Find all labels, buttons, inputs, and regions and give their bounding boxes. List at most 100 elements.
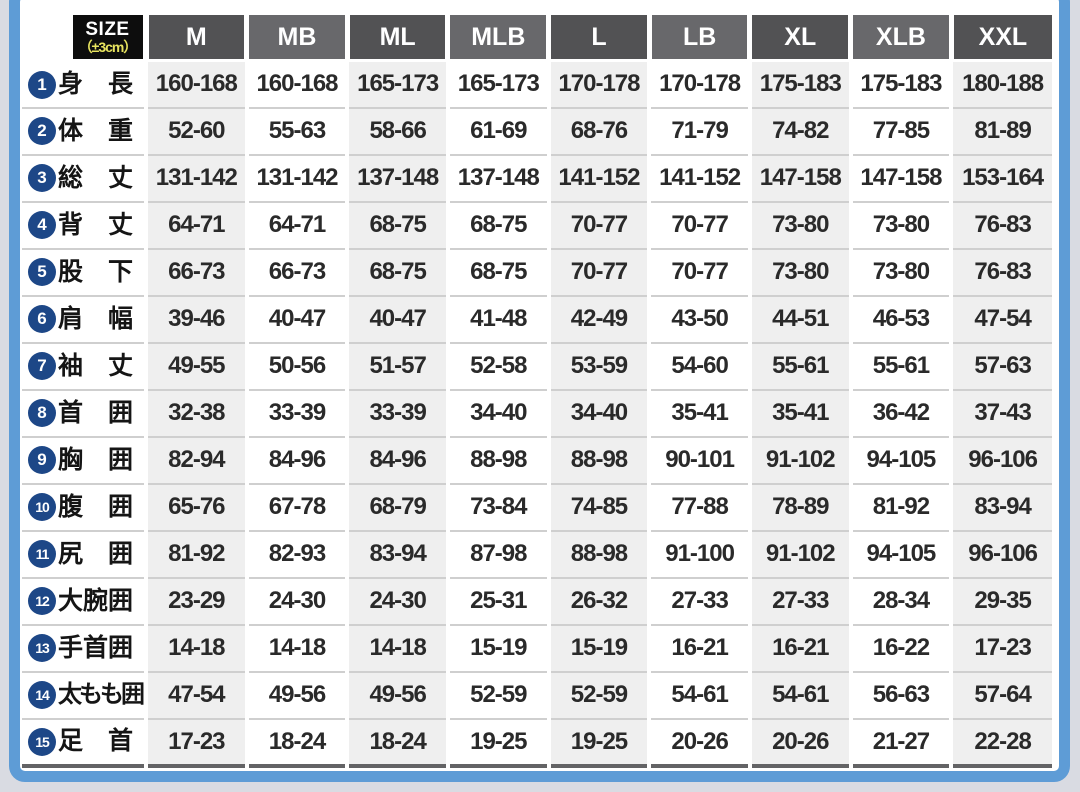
row-number-badge: 14	[28, 681, 56, 710]
size-value-cell: 15-19	[546, 623, 650, 672]
size-value-cell: 46-53	[848, 294, 952, 343]
header-row: SIZE （±3cm） M MB ML MLB L LB XL XLB XXL	[22, 15, 1052, 62]
size-value-cell: 27-33	[747, 576, 851, 625]
size-value-cell: 40-47	[345, 294, 448, 343]
column-header-mlb: MLB	[445, 15, 549, 62]
size-value-cell: 71-79	[647, 106, 750, 155]
row-label: 股 下	[58, 257, 134, 286]
size-value-cell: 91-102	[747, 529, 851, 578]
row-label: 背 丈	[58, 210, 134, 239]
size-value-cell: 160-168	[244, 60, 348, 108]
size-value-cell: 87-98	[445, 529, 549, 578]
size-value-cell: 51-57	[345, 341, 448, 390]
row-number-badge: 4	[28, 211, 56, 240]
size-value-cell: 34-40	[546, 388, 650, 437]
row-number-badge: 13	[28, 634, 56, 663]
size-value-cell: 76-83	[949, 200, 1052, 249]
row-number-badge: 12	[28, 587, 56, 616]
row-label: 体 重	[58, 116, 134, 145]
column-header-lb: LB	[646, 15, 750, 62]
row-number-badge: 10	[28, 493, 56, 522]
size-value-cell: 78-89	[747, 482, 851, 531]
size-value-cell: 17-23	[144, 717, 247, 766]
row-label-cell: 15 足 首	[22, 717, 146, 766]
row-label-cell: 11 尻 囲	[22, 529, 146, 578]
row-number-badge: 2	[28, 117, 56, 146]
size-value-cell: 33-39	[345, 388, 448, 437]
size-value-cell: 74-85	[546, 482, 650, 531]
size-value-cell: 54-61	[647, 670, 750, 719]
column-header-xl: XL	[747, 15, 851, 62]
size-value-cell: 66-73	[244, 247, 348, 296]
size-value-cell: 88-98	[546, 529, 650, 578]
size-value-cell: 81-92	[848, 482, 952, 531]
size-value-cell: 160-168	[144, 60, 247, 108]
table-row-13: 13 手首囲 14-18 14-18 14-18 15-19 15-19 16-21 16-21…	[22, 623, 1052, 672]
size-value-cell: 137-148	[445, 153, 549, 202]
size-value-cell: 96-106	[949, 435, 1052, 484]
size-value-cell: 77-85	[848, 106, 952, 155]
row-label: 胸 囲	[58, 445, 134, 474]
size-value-cell: 15-19	[445, 623, 549, 672]
size-value-cell: 82-94	[144, 435, 247, 484]
size-value-cell: 170-178	[647, 60, 750, 108]
size-value-cell: 25-31	[445, 576, 549, 625]
size-value-cell: 49-55	[144, 341, 247, 390]
column-header-xlb: XLB	[848, 15, 952, 62]
row-number-badge: 6	[28, 305, 56, 334]
row-number-badge: 9	[28, 446, 56, 475]
size-value-cell: 165-173	[345, 60, 448, 108]
size-value-cell: 64-71	[144, 200, 247, 249]
size-value-cell: 81-89	[949, 106, 1052, 155]
size-value-cell: 23-29	[144, 576, 247, 625]
size-value-cell: 20-26	[747, 717, 851, 766]
row-label: 身 長	[58, 70, 134, 99]
row-number-badge: 7	[28, 352, 56, 381]
size-value-cell: 17-23	[949, 623, 1052, 672]
size-value-cell: 22-28	[949, 717, 1052, 766]
size-value-cell: 18-24	[345, 717, 448, 766]
size-value-cell: 68-76	[546, 106, 650, 155]
size-value-cell: 88-98	[546, 435, 650, 484]
size-value-cell: 14-18	[144, 623, 247, 672]
size-value-cell: 55-63	[244, 106, 348, 155]
size-value-cell: 175-183	[848, 60, 952, 108]
column-header-mb: MB	[244, 15, 348, 62]
size-value-cell: 70-77	[647, 200, 750, 249]
row-number-badge: 15	[28, 727, 56, 756]
size-value-cell: 35-41	[647, 388, 750, 437]
size-value-cell: 141-152	[546, 153, 650, 202]
size-value-cell: 14-18	[345, 623, 448, 672]
size-value-cell: 52-60	[144, 106, 247, 155]
size-value-cell: 137-148	[345, 153, 448, 202]
size-value-cell: 66-73	[144, 247, 247, 296]
row-label: 手首囲	[58, 633, 134, 662]
size-value-cell: 49-56	[244, 670, 348, 719]
table-row-15: 15 足 首 17-23 18-24 18-24 19-25 19-25 20-26 20-26…	[22, 717, 1052, 766]
size-value-cell: 73-80	[747, 200, 851, 249]
size-value-cell: 19-25	[546, 717, 650, 766]
size-value-cell: 73-80	[747, 247, 851, 296]
size-value-cell: 27-33	[647, 576, 750, 625]
size-value-cell: 70-77	[546, 200, 650, 249]
table-row-12: 12 大腕囲 23-29 24-30 24-30 25-31 26-32 27-33 27-33…	[22, 576, 1052, 625]
size-value-cell: 83-94	[949, 482, 1052, 531]
row-label-cell: 10 腹 囲	[22, 482, 146, 531]
size-value-cell: 49-56	[345, 670, 448, 719]
row-label: 足 首	[58, 727, 134, 756]
size-value-cell: 14-18	[244, 623, 348, 672]
size-value-cell: 96-106	[949, 529, 1052, 578]
row-number-badge: 11	[28, 540, 56, 569]
size-value-cell: 55-61	[747, 341, 851, 390]
row-label: 総 丈	[58, 163, 134, 192]
size-value-cell: 47-54	[144, 670, 247, 719]
